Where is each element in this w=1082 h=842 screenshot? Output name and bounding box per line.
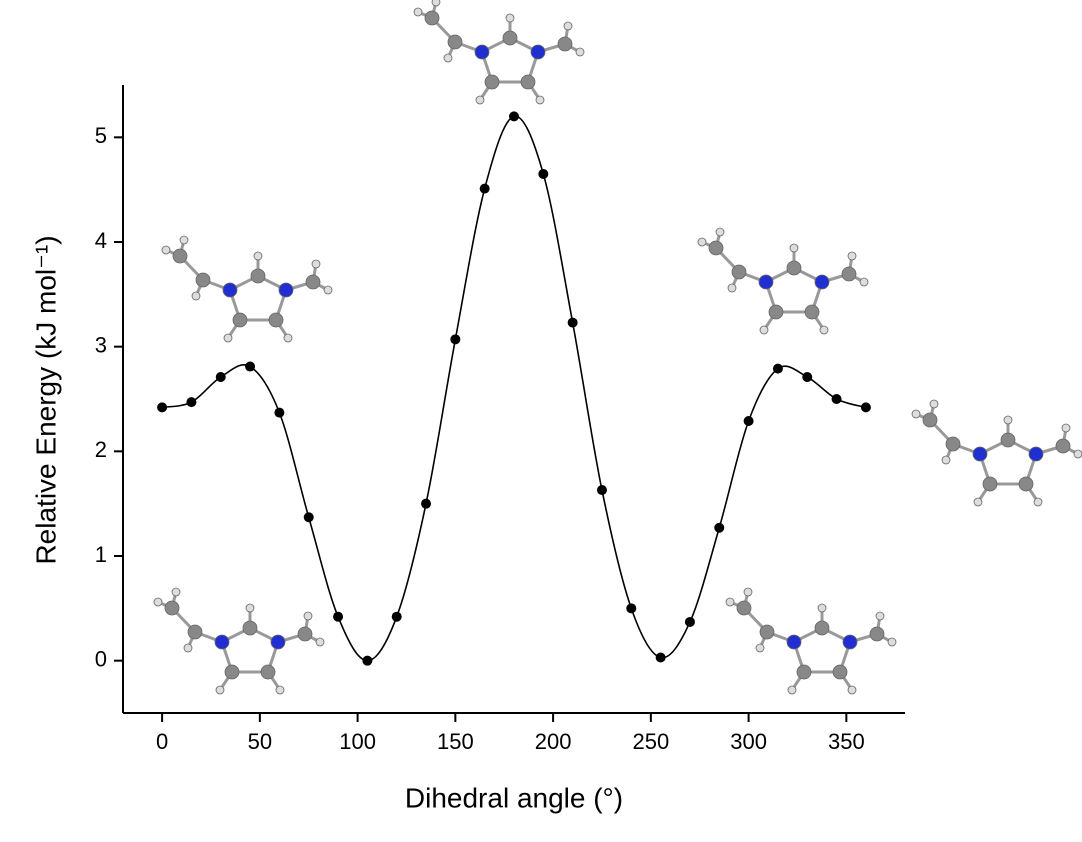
data-point: [773, 364, 783, 374]
data-point: [274, 408, 284, 418]
molecule: [726, 588, 896, 694]
data-point: [568, 318, 578, 328]
data-point: [744, 416, 754, 426]
y-axis-label: Relative Energy (kJ mol⁻¹): [30, 235, 61, 564]
y-tick-label: 5: [95, 123, 107, 148]
x-tick-label: 100: [339, 729, 376, 754]
data-point: [538, 169, 548, 179]
data-point: [861, 402, 871, 412]
data-point: [304, 512, 314, 522]
molecule: [162, 236, 332, 342]
molecule: [414, 0, 584, 104]
data-point: [216, 372, 226, 382]
data-point: [626, 603, 636, 613]
molecule: [912, 400, 1082, 506]
data-point: [157, 402, 167, 412]
data-point: [392, 612, 402, 622]
data-point: [685, 617, 695, 627]
data-point: [509, 111, 519, 121]
data-point: [421, 499, 431, 509]
data-point: [832, 394, 842, 404]
x-tick-label: 50: [248, 729, 272, 754]
x-tick-label: 0: [156, 729, 168, 754]
x-tick-label: 350: [828, 729, 865, 754]
x-axis-label: Dihedral angle (°): [405, 782, 623, 813]
chart: Dihedral angle (°) Relative Energy (kJ m…: [0, 0, 1082, 842]
molecule-images: [154, 0, 1082, 694]
y-tick-label: 0: [95, 646, 107, 671]
data-point: [656, 653, 666, 663]
data-point: [802, 372, 812, 382]
data-point: [714, 523, 724, 533]
data-point: [245, 362, 255, 372]
y-tick-label: 3: [95, 332, 107, 357]
x-tick-label: 200: [535, 729, 572, 754]
y-tick-label: 1: [95, 542, 107, 567]
data-point: [333, 612, 343, 622]
data-point: [362, 656, 372, 666]
data-point: [186, 397, 196, 407]
y-tick-label: 2: [95, 437, 107, 462]
x-tick-label: 300: [730, 729, 767, 754]
data-point: [450, 334, 460, 344]
molecule: [154, 588, 324, 694]
data-point: [597, 485, 607, 495]
data-point: [480, 184, 490, 194]
molecule: [698, 228, 868, 334]
page: Dihedral angle (°) Relative Energy (kJ m…: [0, 0, 1082, 842]
x-tick-label: 150: [437, 729, 474, 754]
y-tick-label: 4: [95, 228, 107, 253]
x-tick-label: 250: [632, 729, 669, 754]
curve: [162, 116, 866, 660]
